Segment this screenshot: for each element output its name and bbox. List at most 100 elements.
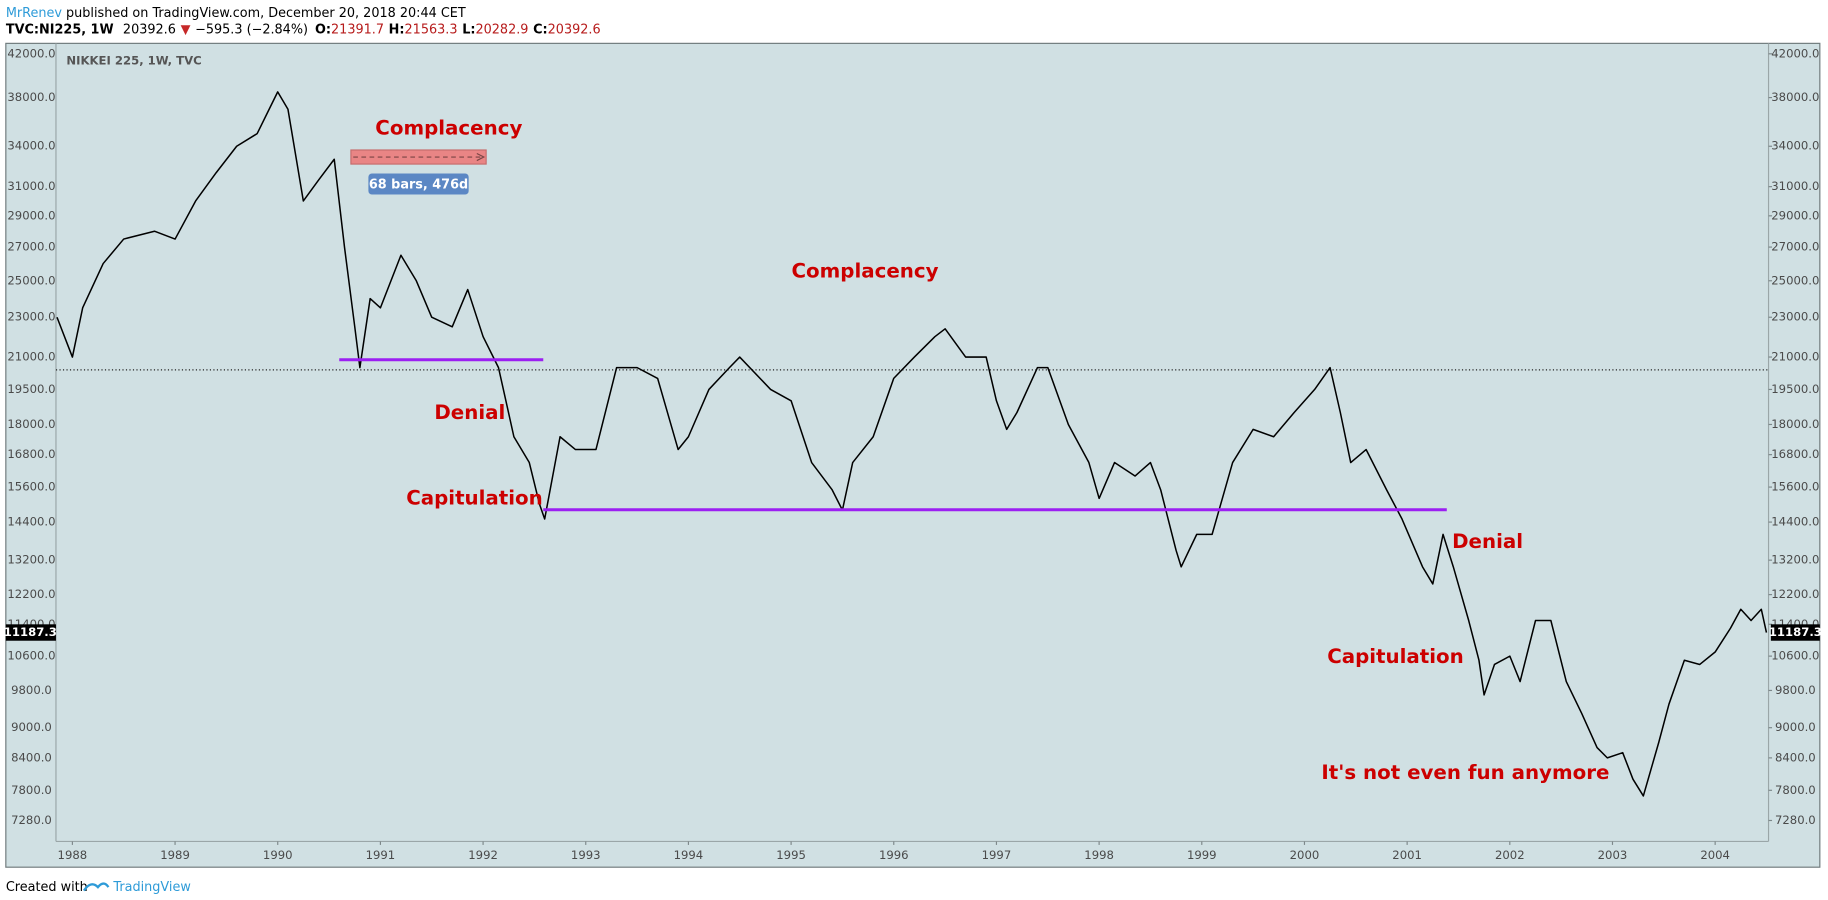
ohlc-value: 21391.7	[331, 22, 384, 37]
y-tick-label: 27000.0	[7, 240, 55, 254]
x-tick-label: 1989	[160, 848, 190, 862]
price-line-series	[56, 91, 1768, 797]
y-tick-label: 13200.0	[1771, 553, 1819, 567]
y-tick-label: 9800.0	[11, 683, 52, 697]
ohlc-value: 21563.3	[405, 22, 458, 37]
y-tick-label: 38000.0	[7, 90, 55, 104]
y-tick-label: 8400.0	[1775, 750, 1816, 764]
x-tick-label: 1992	[468, 848, 498, 862]
x-tick-label: 2004	[1700, 848, 1730, 862]
x-tick-label: 2003	[1598, 848, 1628, 862]
x-tick-label: 1993	[571, 848, 601, 862]
annotation[interactable]: Complacency	[792, 259, 939, 282]
y-tick-label: 9000.0	[1775, 720, 1816, 734]
y-tick-label: 38000.0	[1771, 90, 1819, 104]
y-tick-label: 19500.0	[7, 382, 55, 396]
change: −595.3 (−2.84%)	[195, 22, 308, 37]
y-tick-label: 42000.0	[7, 46, 55, 60]
down-arrow: ▼	[181, 22, 191, 37]
publish-line: MrRenev published on TradingView.com, De…	[6, 5, 466, 20]
y-tick-label: 31000.0	[7, 179, 55, 193]
date-range-arrowhead	[476, 152, 486, 162]
last-price-marker	[5, 624, 56, 641]
annotation[interactable]: Denial	[434, 401, 505, 424]
measure-box	[368, 173, 469, 195]
published: published on TradingView.com, December 2…	[66, 5, 466, 20]
y-tick-label: 16800.0	[7, 447, 55, 461]
y-tick-label: 34000.0	[1771, 139, 1819, 153]
y-tick-label: 10600.0	[1771, 649, 1819, 663]
y-tick-label: 31000.0	[1771, 179, 1819, 193]
x-tick-label: 1998	[1084, 848, 1114, 862]
y-tick-label: 27000.0	[1771, 240, 1819, 254]
y-tick-label: 25000.0	[7, 273, 55, 287]
y-tick-label: 14400.0	[1771, 515, 1819, 529]
y-tick-label: 12200.0	[1771, 587, 1819, 601]
annotation[interactable]: Capitulation	[406, 487, 543, 510]
y-tick-label: 13200.0	[7, 553, 55, 567]
ohlc-label: C:	[533, 22, 548, 37]
y-tick-label: 15600.0	[7, 480, 55, 494]
y-tick-label: 19500.0	[1771, 382, 1819, 396]
axes: 7280.0 7280.0 7800.0 7800.0 8400.0 8400.0 9000…	[4, 46, 1822, 862]
ohlc-value: 20392.6	[548, 22, 601, 37]
y-tick-label: 10600.0	[7, 649, 55, 663]
ohlc-label: H:	[389, 22, 405, 37]
y-tick-label: 25000.0	[1771, 273, 1819, 287]
y-tick-label: 21000.0	[7, 350, 55, 364]
footer-logo	[82, 882, 110, 892]
y-tick-label: 34000.0	[7, 139, 55, 153]
footer-text: Created with	[6, 880, 88, 895]
y-tick-label: 7280.0	[11, 813, 52, 827]
plot	[55, 91, 1769, 797]
y-tick-label: 16800.0	[1771, 447, 1819, 461]
x-tick-label: 1997	[982, 848, 1012, 862]
y-tick-label: 15600.0	[1771, 480, 1819, 494]
y-tick-label: 14400.0	[7, 515, 55, 529]
annotation[interactable]: It's not even fun anymore	[1321, 761, 1609, 784]
footer: Created with TradingView	[6, 880, 191, 895]
ohlc-value: 20282.9	[475, 22, 528, 37]
y-tick-label: 18000.0	[1771, 417, 1819, 431]
x-tick-label: 2001	[1392, 848, 1422, 862]
ohlc-label: L:	[462, 22, 475, 37]
x-tick-label: 1999	[1187, 848, 1217, 862]
price: 20392.6	[123, 22, 176, 37]
y-tick-label: 29000.0	[1771, 208, 1819, 222]
x-tick-label: 1996	[879, 848, 909, 862]
last-price-label: 11187.3	[1769, 625, 1822, 639]
last-price-label: 11187.3	[4, 625, 57, 639]
y-tick-label: 9000.0	[11, 720, 52, 734]
chart-background	[5, 42, 1821, 868]
y-tick-label: 7800.0	[1775, 783, 1816, 797]
y-tick-label: 9800.0	[1775, 683, 1816, 697]
y-tick-label: 7280.0	[1775, 813, 1816, 827]
x-tick-label: 1994	[674, 848, 704, 862]
y-tick-label: 18000.0	[7, 417, 55, 431]
x-tick-label: 2002	[1495, 848, 1525, 862]
y-tick-label: 8400.0	[11, 750, 52, 764]
footer-brand[interactable]: TradingView	[112, 880, 190, 895]
annotation[interactable]: Capitulation	[1327, 645, 1464, 668]
x-tick-label: 1991	[366, 848, 396, 862]
x-tick-label: 2000	[1290, 848, 1320, 862]
y-tick-label: 29000.0	[7, 208, 55, 222]
annotation[interactable]: Complacency	[375, 116, 522, 139]
y-tick-label: 12200.0	[7, 587, 55, 601]
y-tick-label: 23000.0	[7, 310, 55, 324]
measure-label: 68 bars, 476d	[369, 178, 468, 193]
y-tick-label: 21000.0	[1771, 350, 1819, 364]
last-price-marker	[1770, 624, 1820, 641]
y-tick-label: 42000.0	[1771, 46, 1819, 60]
author[interactable]: MrRenev	[6, 5, 63, 20]
symbol-line: TVC:NI225, 1W 20392.6 ▼ −595.3 (−2.84%) O:21…	[6, 22, 601, 37]
y-tick-label: 7800.0	[11, 783, 52, 797]
symbol: TVC:NI225, 1W	[6, 22, 114, 37]
x-tick-label: 1995	[776, 848, 806, 862]
x-tick-label: 1990	[263, 848, 293, 862]
x-tick-label: 1988	[58, 848, 88, 862]
chart-title: NIKKEI 225, 1W, TVC	[66, 53, 201, 67]
annotation[interactable]: Denial	[1452, 530, 1523, 553]
ohlc-label: O:	[315, 22, 331, 37]
